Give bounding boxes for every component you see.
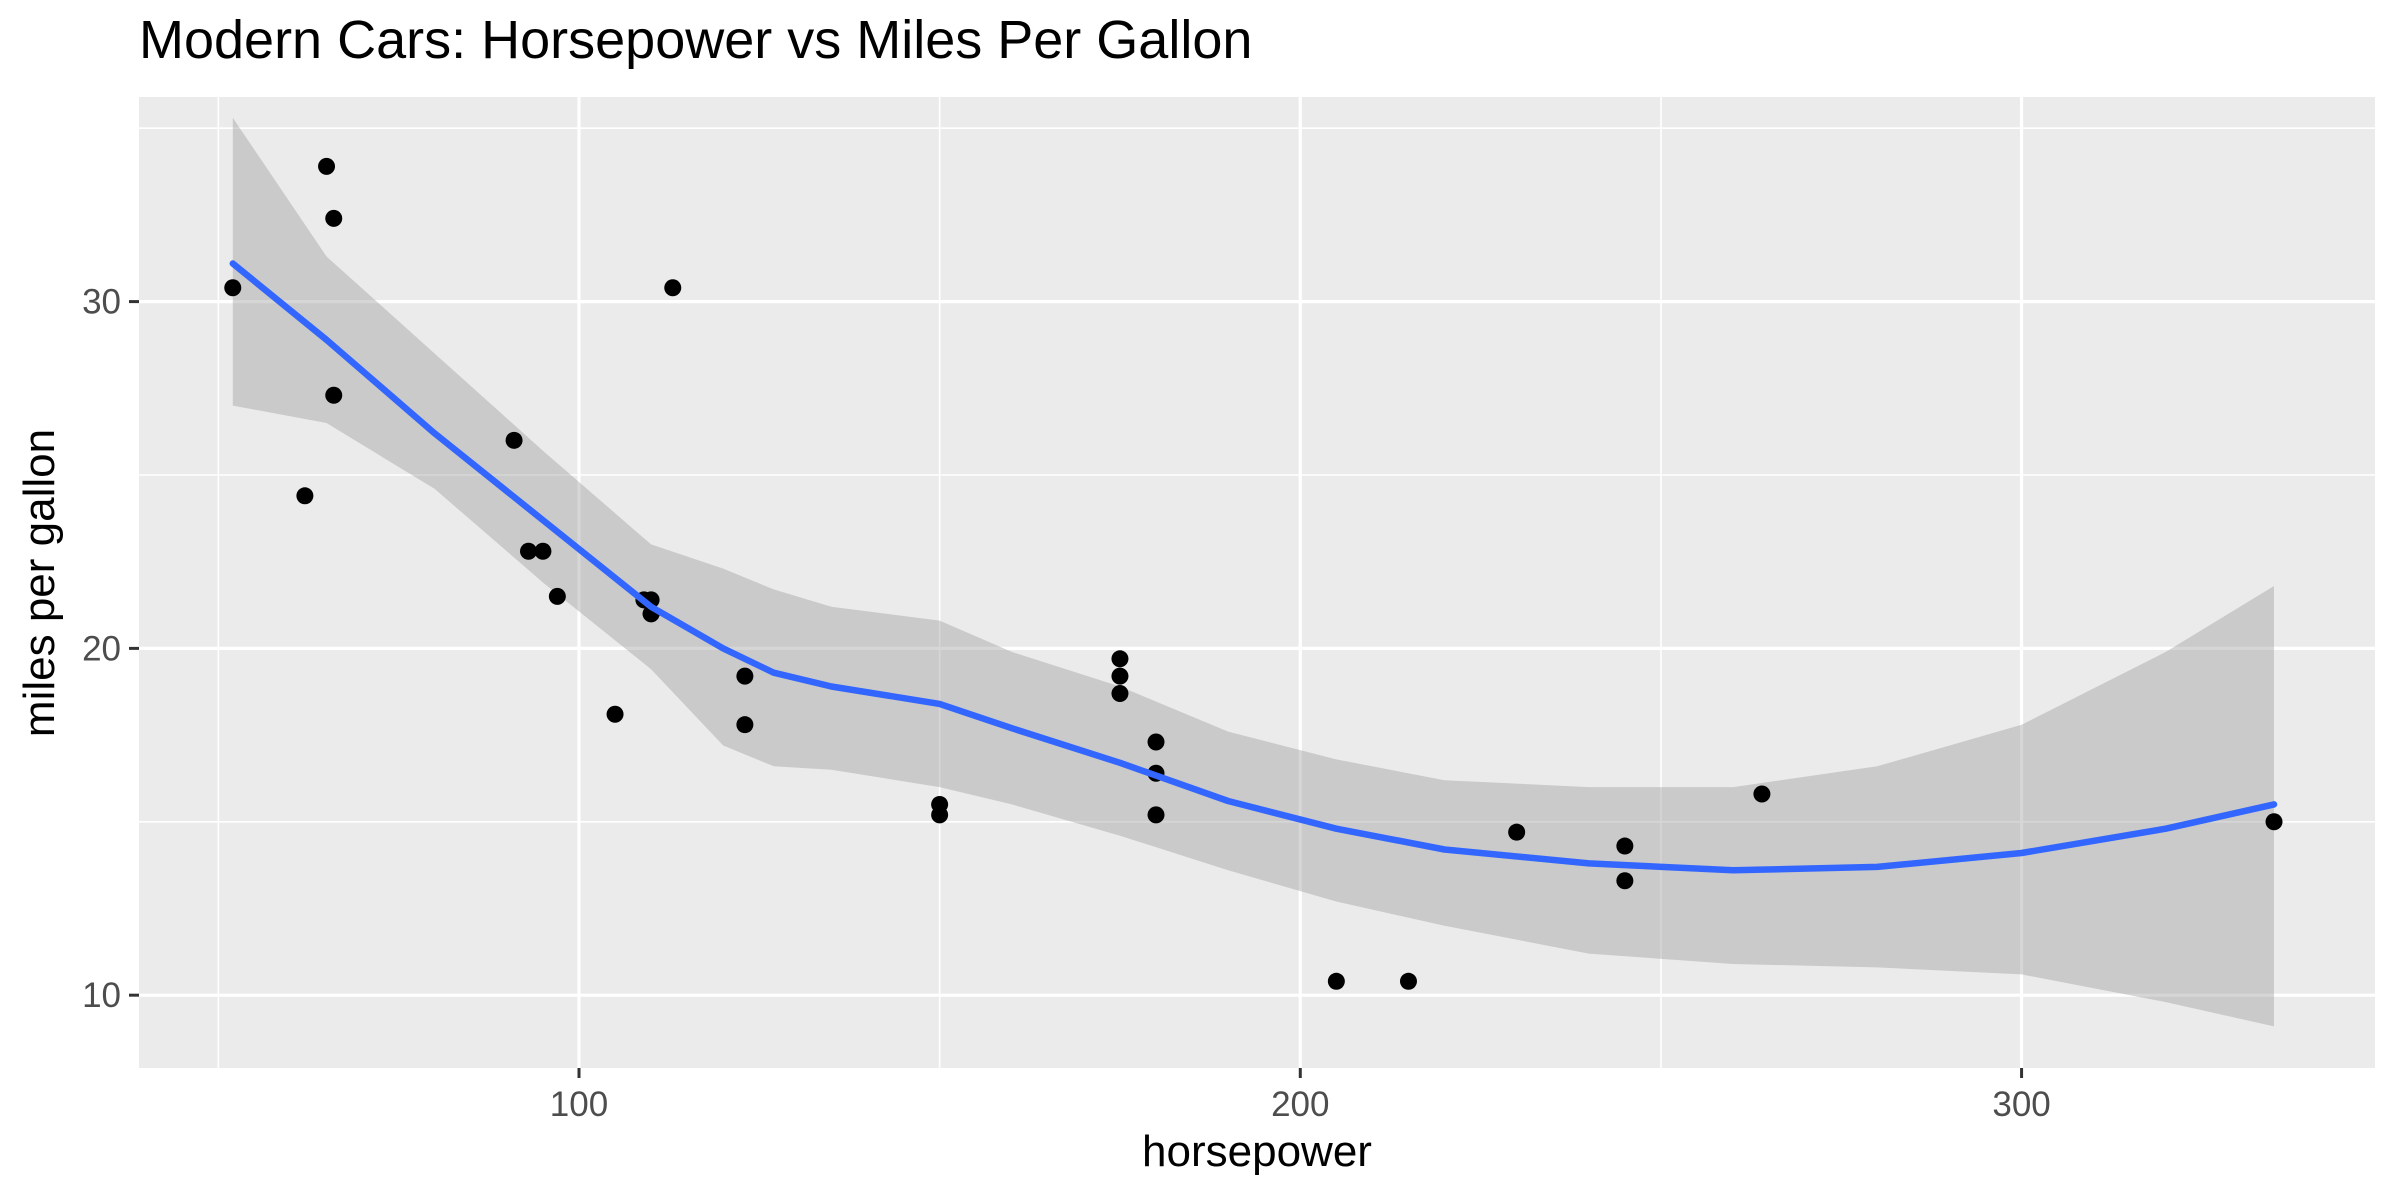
data-point: [664, 279, 682, 297]
data-point: [534, 542, 552, 560]
data-point: [1327, 972, 1345, 990]
y-tick-label: 10: [82, 976, 121, 1015]
data-point: [1399, 972, 1417, 990]
grid-minor: [139, 97, 2375, 1068]
data-point: [1753, 785, 1771, 803]
data-point: [1616, 872, 1634, 890]
y-axis: 10 20 30: [82, 283, 139, 1015]
data-point: [224, 279, 242, 297]
data-point: [1616, 837, 1634, 855]
data-point: [548, 587, 566, 605]
data-point: [1111, 650, 1129, 668]
data-point: [519, 542, 537, 560]
chart-title: Modern Cars: Horsepower vs Miles Per Gal…: [139, 10, 1252, 70]
data-point: [1508, 823, 1526, 841]
y-axis-title: miles per gallon: [15, 429, 64, 737]
data-point: [931, 806, 949, 824]
plot-panel: [139, 97, 2375, 1068]
data-point: [505, 431, 523, 449]
x-axis: 100 200 300: [550, 1068, 2051, 1124]
y-tick-label: 20: [82, 629, 121, 668]
data-point: [296, 487, 314, 505]
x-tick-label: 100: [550, 1085, 608, 1124]
grid-major: [139, 97, 2375, 1068]
data-point: [606, 705, 624, 723]
data-point: [1147, 806, 1165, 824]
data-point: [325, 386, 343, 404]
smooth-trend-line: [229, 260, 2278, 874]
x-tick-label: 200: [1271, 1085, 1329, 1124]
data-points: [224, 157, 2283, 990]
x-tick-label: 300: [1992, 1085, 2050, 1124]
data-point: [318, 157, 336, 175]
y-tick-label: 30: [82, 283, 121, 322]
data-point: [2265, 813, 2283, 831]
data-point: [736, 667, 754, 685]
data-point: [325, 209, 343, 227]
data-point: [736, 716, 754, 734]
x-axis-title: horsepower: [1142, 1127, 1372, 1176]
data-point: [1111, 667, 1129, 685]
data-point: [1111, 684, 1129, 702]
data-point: [1147, 733, 1165, 751]
